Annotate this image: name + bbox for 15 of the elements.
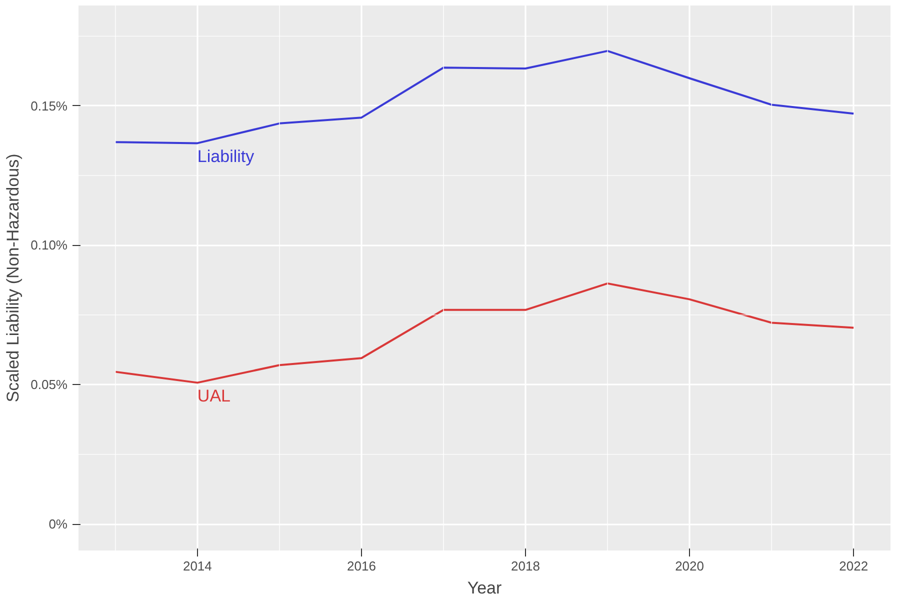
line-series [114,50,855,144]
x-tick-label: 2022 [839,558,868,574]
series-label: Liability [197,147,255,166]
x-tick-label: 2018 [511,558,540,574]
x-axis-title: Year [467,578,502,598]
x-tick-label: 2014 [182,558,212,574]
y-tick-label: 0.15% [30,98,68,114]
y-tick-label: 0.05% [30,377,68,392]
line-series [114,282,855,384]
y-axis-title: Scaled Liability (Non-Hazardous) [4,154,23,402]
x-tick-label: 2016 [347,558,376,574]
y-tick-label: 0.10% [30,238,68,253]
y-tick-label: 0% [48,516,68,532]
x-tick-label: 2020 [675,558,704,574]
series-label: UAL [197,386,231,406]
